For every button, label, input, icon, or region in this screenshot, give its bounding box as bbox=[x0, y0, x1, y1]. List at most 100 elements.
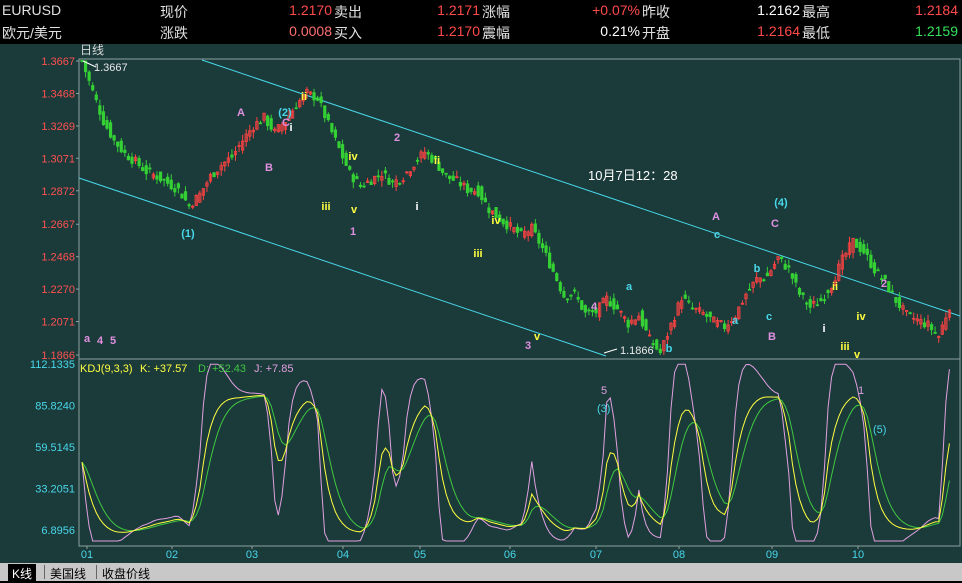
candle-body bbox=[483, 197, 487, 203]
candle-body bbox=[840, 254, 844, 270]
candle-body bbox=[922, 322, 927, 328]
candle-body bbox=[676, 302, 680, 316]
wave-label: iii bbox=[321, 201, 330, 213]
candle-body bbox=[523, 230, 527, 238]
tab-us-line[interactable]: 美国线 bbox=[50, 567, 87, 581]
chart-type-tabs: K线 美国线 收盘价线 bbox=[0, 563, 962, 583]
kdj-k-value: K: +37.57 bbox=[140, 363, 187, 375]
chart-area[interactable]: 日线 1.36671.34681.32691.30711.28721.26671… bbox=[0, 44, 962, 563]
label-sell: 卖出 bbox=[334, 4, 362, 20]
candle-body bbox=[787, 265, 791, 268]
candle-body bbox=[376, 175, 380, 178]
value-amplitude: 0.21% bbox=[600, 23, 640, 39]
candle-body bbox=[362, 185, 366, 188]
candle-body bbox=[515, 226, 520, 233]
candle-body bbox=[226, 157, 230, 163]
date-tick-label: 07 bbox=[590, 549, 602, 561]
wave-label: 1 bbox=[350, 226, 356, 238]
candle-body bbox=[862, 244, 866, 254]
tab-close-line[interactable]: 收盘价线 bbox=[102, 567, 151, 581]
label-change: 涨跌 bbox=[160, 25, 188, 41]
candle-body bbox=[144, 165, 148, 175]
candle-body bbox=[544, 245, 548, 253]
candle-body bbox=[855, 238, 859, 248]
candle-body bbox=[869, 254, 873, 268]
candle-body bbox=[241, 140, 245, 151]
candle-body bbox=[562, 290, 566, 298]
candle-body bbox=[680, 300, 684, 309]
candle-body bbox=[847, 242, 852, 255]
candle-body bbox=[640, 310, 645, 327]
kdj-tick-label: 112.1335 bbox=[30, 359, 75, 371]
candle-body bbox=[344, 152, 348, 166]
candle-body bbox=[348, 166, 352, 170]
candle-body bbox=[365, 180, 370, 183]
candle-body bbox=[808, 299, 812, 308]
candle-body bbox=[490, 210, 495, 215]
kdj-k-line bbox=[81, 395, 950, 533]
candle-body bbox=[801, 292, 805, 295]
candle-body bbox=[872, 262, 877, 274]
candle-body bbox=[580, 300, 584, 310]
candle-body bbox=[651, 343, 655, 346]
candle-body bbox=[505, 220, 509, 230]
candle-body bbox=[929, 324, 934, 331]
wave-label: ii bbox=[832, 281, 838, 293]
candle-body bbox=[383, 170, 388, 174]
candle-body bbox=[208, 173, 213, 182]
price-tick-label: 1.2270 bbox=[41, 284, 75, 296]
wave-label: 4 bbox=[97, 335, 104, 347]
quote-row-2: 欧元/美元 涨跌 0.0008 买入 1.2170 震幅 0.21% 开盘 1.… bbox=[0, 21, 962, 42]
tab-kline[interactable]: K线 bbox=[8, 564, 37, 583]
candle-body bbox=[837, 263, 841, 281]
candle-body bbox=[833, 280, 837, 287]
candle-body bbox=[669, 322, 673, 331]
high-pointer bbox=[82, 60, 97, 68]
candle-body bbox=[630, 319, 634, 324]
candle-body bbox=[755, 277, 759, 283]
wave-label: (4) bbox=[774, 197, 788, 209]
candle-body bbox=[915, 318, 919, 322]
candle-body bbox=[655, 339, 659, 350]
wave-label: a bbox=[626, 281, 633, 293]
candle-body bbox=[708, 311, 712, 318]
wave-label: i bbox=[415, 201, 418, 213]
candle-body bbox=[351, 174, 355, 183]
candle-body bbox=[119, 140, 123, 153]
wave-label: C bbox=[282, 117, 290, 129]
candle-body bbox=[458, 182, 462, 187]
candle-body bbox=[83, 60, 88, 73]
price-tick-label: 1.2468 bbox=[41, 252, 75, 264]
candle-body bbox=[373, 175, 377, 185]
candle-body bbox=[690, 307, 695, 310]
wave-label: c bbox=[766, 311, 772, 323]
candle-body bbox=[876, 269, 880, 272]
candle-body bbox=[380, 176, 384, 181]
candle-body bbox=[280, 124, 284, 132]
kdj-label-5: 5 bbox=[601, 385, 607, 397]
wave-label: i bbox=[289, 122, 292, 134]
candle-body bbox=[733, 317, 737, 322]
candle-body bbox=[701, 311, 705, 315]
candle-body bbox=[758, 277, 762, 283]
candle-body bbox=[330, 123, 334, 133]
channel-upper-line bbox=[201, 59, 961, 317]
kdj-tick-label: 6.8956 bbox=[41, 525, 75, 537]
price-tick-label: 1.3667 bbox=[41, 56, 75, 68]
candle-body bbox=[719, 320, 723, 322]
candle-body bbox=[712, 316, 716, 323]
candle-body bbox=[312, 92, 316, 101]
wave-label: v bbox=[351, 204, 358, 216]
candle-body bbox=[191, 205, 195, 208]
wave-label: ii bbox=[434, 155, 440, 167]
wave-label: C bbox=[771, 218, 779, 230]
candle-body bbox=[387, 177, 391, 185]
symbol-name: 欧元/美元 bbox=[2, 25, 62, 41]
candle-body bbox=[551, 263, 555, 272]
candle-body bbox=[694, 307, 698, 310]
candle-body bbox=[94, 94, 98, 101]
candle-body bbox=[647, 334, 652, 337]
candle-body bbox=[662, 340, 666, 352]
price-tick-label: 1.2667 bbox=[41, 219, 75, 231]
candle-body bbox=[98, 105, 102, 115]
